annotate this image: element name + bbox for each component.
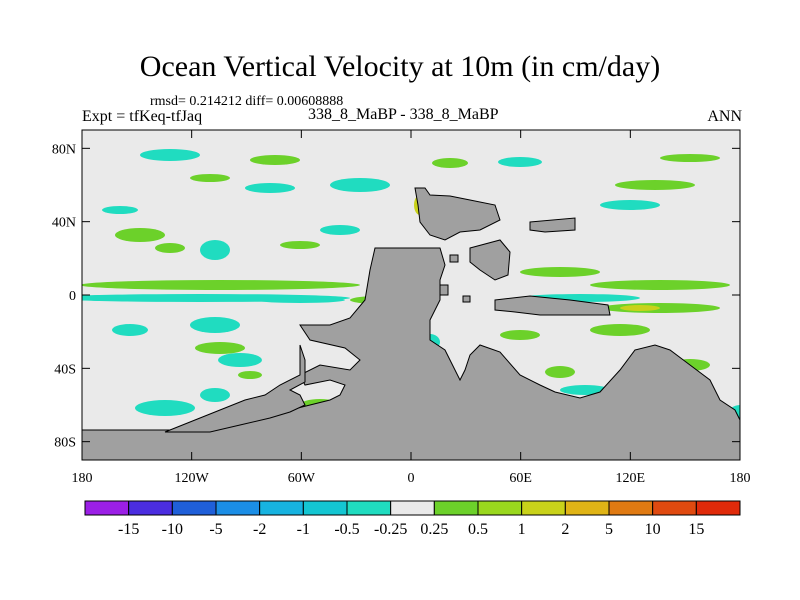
y-axis-labels: 80N 40N 0 40S 80S <box>52 142 76 450</box>
stats-label: rmsd= 0.214212 diff= 0.00608888 <box>150 94 344 109</box>
island-1 <box>449 254 459 263</box>
east-asia <box>529 217 576 233</box>
colorbar-label: -15 <box>118 521 139 538</box>
colorbar-label: -0.25 <box>374 521 407 538</box>
island-2 <box>439 284 449 296</box>
colorbar-label: 2 <box>561 521 569 538</box>
maritime-continent <box>494 295 611 316</box>
colorbar-label: 0.5 <box>468 521 488 538</box>
colorbar-swatch <box>346 500 392 516</box>
colorbar-label: 15 <box>688 521 704 538</box>
colorbar-swatch <box>652 500 697 516</box>
south-america <box>164 344 306 433</box>
colorbar-label: -5 <box>209 521 222 538</box>
colorbar-swatch <box>608 500 654 516</box>
x-axis-labels: 180 120W 60W 0 60E 120E 180 <box>72 471 751 486</box>
y-tick-label: 40N <box>52 216 76 231</box>
y-tick-label: 80S <box>54 436 76 451</box>
y-tick-label: 0 <box>69 289 76 304</box>
y-tick-label: 40S <box>54 362 76 377</box>
axis-ticks <box>81 130 741 460</box>
antarctica <box>82 247 740 460</box>
colorbar-label: -10 <box>162 521 183 538</box>
colorbar-label: 1 <box>518 521 526 538</box>
chart-title: Ocean Vertical Velocity at 10m (in cm/da… <box>139 50 661 83</box>
india <box>469 239 511 281</box>
y-tick-label: 80N <box>52 142 76 157</box>
experiment-label: Expt = tfKeq-tfJaq <box>82 108 203 125</box>
x-tick-label: 60W <box>288 471 316 486</box>
colorbar-labels: -15 -10 -5 -2 -1 -0.5 -0.25 0.25 0.5 1 2 5 10 15 <box>118 521 704 538</box>
x-tick-label: 180 <box>72 471 93 486</box>
colorbar-label: 10 <box>645 521 661 538</box>
colorbar <box>84 500 741 516</box>
colorbar-swatch <box>477 500 523 516</box>
colorbar-swatch <box>695 500 741 516</box>
x-tick-label: 120E <box>616 471 646 486</box>
colorbar-swatch <box>564 500 610 516</box>
season-label: ANN <box>707 108 742 125</box>
colorbar-swatch <box>521 500 566 516</box>
colorbar-swatch <box>128 500 173 516</box>
colorbar-swatch <box>433 500 479 516</box>
colorbar-swatch <box>171 500 217 516</box>
x-tick-label: 60E <box>509 471 532 486</box>
colorbar-swatch <box>215 500 261 516</box>
island-3 <box>462 295 471 303</box>
colorbar-label: 5 <box>605 521 613 538</box>
colorbar-swatch <box>259 500 304 516</box>
land-masses <box>82 187 740 460</box>
colorbar-swatch <box>390 500 435 516</box>
colorbar-label: -1 <box>297 521 310 538</box>
x-tick-label: 120W <box>175 471 210 486</box>
colorbar-label: -0.5 <box>334 521 359 538</box>
colorbar-swatch <box>84 500 130 516</box>
case-label: 338_8_MaBP - 338_8_MaBP <box>308 106 499 123</box>
x-tick-label: 0 <box>408 471 415 486</box>
positive-anomalies <box>82 154 730 411</box>
colorbar-label: 0.25 <box>420 521 448 538</box>
colorbar-swatch <box>302 500 348 516</box>
x-tick-label: 180 <box>730 471 751 486</box>
eurasia <box>414 187 501 241</box>
anomaly-layer <box>82 149 740 460</box>
colorbar-label: -2 <box>253 521 266 538</box>
